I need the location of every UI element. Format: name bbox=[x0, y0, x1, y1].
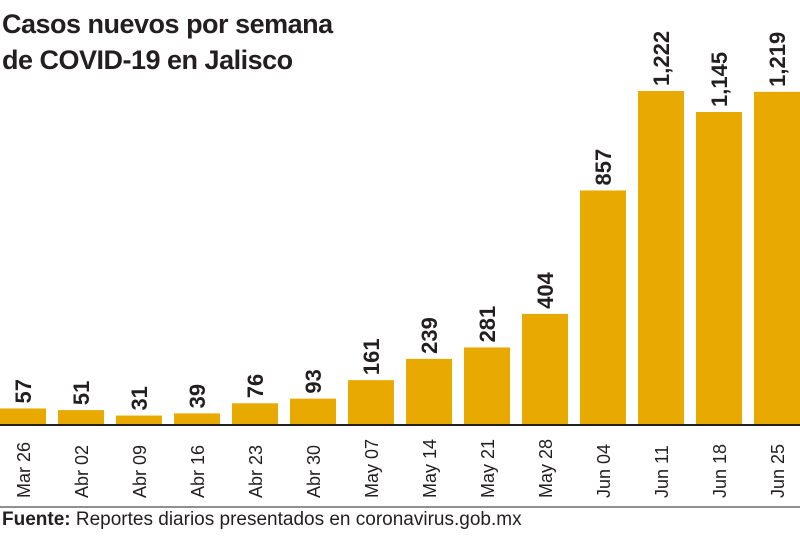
data-label: 51 bbox=[69, 381, 94, 405]
data-label: 1,145 bbox=[707, 52, 732, 107]
data-label: 39 bbox=[185, 384, 210, 408]
bar-abr-02 bbox=[58, 410, 104, 424]
bar-jun-04 bbox=[580, 190, 626, 424]
bar-may-28 bbox=[522, 313, 568, 424]
x-tick-label: May 28 bbox=[536, 439, 556, 498]
bar-abr-16 bbox=[174, 413, 220, 424]
data-label: 57 bbox=[11, 379, 36, 403]
x-tick-label: Abr 30 bbox=[304, 445, 324, 498]
bar-mar-26 bbox=[0, 408, 46, 424]
source-note: Fuente: Reportes diarios presentados en … bbox=[2, 509, 522, 531]
source-label: Fuente: bbox=[2, 509, 71, 530]
data-label: 161 bbox=[359, 338, 384, 375]
x-tick-labels-group: Mar 26 Abr 02 Abr 09 Abr 16 Abr 23 Abr 30 May … bbox=[14, 439, 788, 498]
data-label: 76 bbox=[243, 374, 268, 398]
x-tick-label: Jun 25 bbox=[768, 444, 788, 498]
x-tick-label: Jun 04 bbox=[594, 444, 614, 498]
data-label: 1,222 bbox=[649, 31, 674, 86]
x-tick-label: Abr 16 bbox=[188, 445, 208, 498]
bar-may-21 bbox=[464, 347, 510, 424]
bar-abr-30 bbox=[290, 398, 336, 424]
x-tick-label: Jun 18 bbox=[710, 444, 730, 498]
data-label: 239 bbox=[417, 317, 442, 354]
x-tick-label: May 21 bbox=[478, 439, 498, 498]
x-tick-label: Abr 23 bbox=[246, 445, 266, 498]
data-labels-group: 57 51 31 39 76 93 161 239 281 404 857 1,222 1,145 1,2… bbox=[11, 31, 790, 411]
chart-title-line-1: Casos nuevos por semana bbox=[2, 9, 333, 39]
bar-abr-09 bbox=[116, 415, 162, 424]
data-label: 1,219 bbox=[765, 32, 790, 87]
bar-jun-11 bbox=[638, 91, 684, 424]
chart-title: Casos nuevos por semana de COVID-19 en J… bbox=[2, 6, 333, 78]
x-tick-label: Mar 26 bbox=[14, 442, 34, 498]
data-label: 93 bbox=[301, 369, 326, 393]
chart-title-line-2: de COVID-19 en Jalisco bbox=[2, 45, 293, 75]
data-label: 31 bbox=[127, 386, 152, 410]
bar-may-14 bbox=[406, 358, 452, 424]
x-tick-label: Abr 02 bbox=[72, 445, 92, 498]
data-label: 857 bbox=[591, 149, 616, 186]
bar-jun-18 bbox=[696, 111, 742, 424]
bar-may-07 bbox=[348, 380, 394, 424]
x-tick-label: May 14 bbox=[420, 439, 440, 498]
data-label: 281 bbox=[475, 306, 500, 343]
source-text: Reportes diarios presentados en coronavi… bbox=[70, 509, 522, 530]
bar-jun-25 bbox=[754, 91, 800, 425]
bar-abr-23 bbox=[232, 403, 278, 424]
x-tick-label: Jun 11 bbox=[652, 445, 672, 498]
data-label: 404 bbox=[533, 271, 558, 308]
x-tick-label: May 07 bbox=[362, 439, 382, 498]
bars-group bbox=[0, 91, 800, 425]
x-tick-label: Abr 09 bbox=[130, 445, 150, 498]
